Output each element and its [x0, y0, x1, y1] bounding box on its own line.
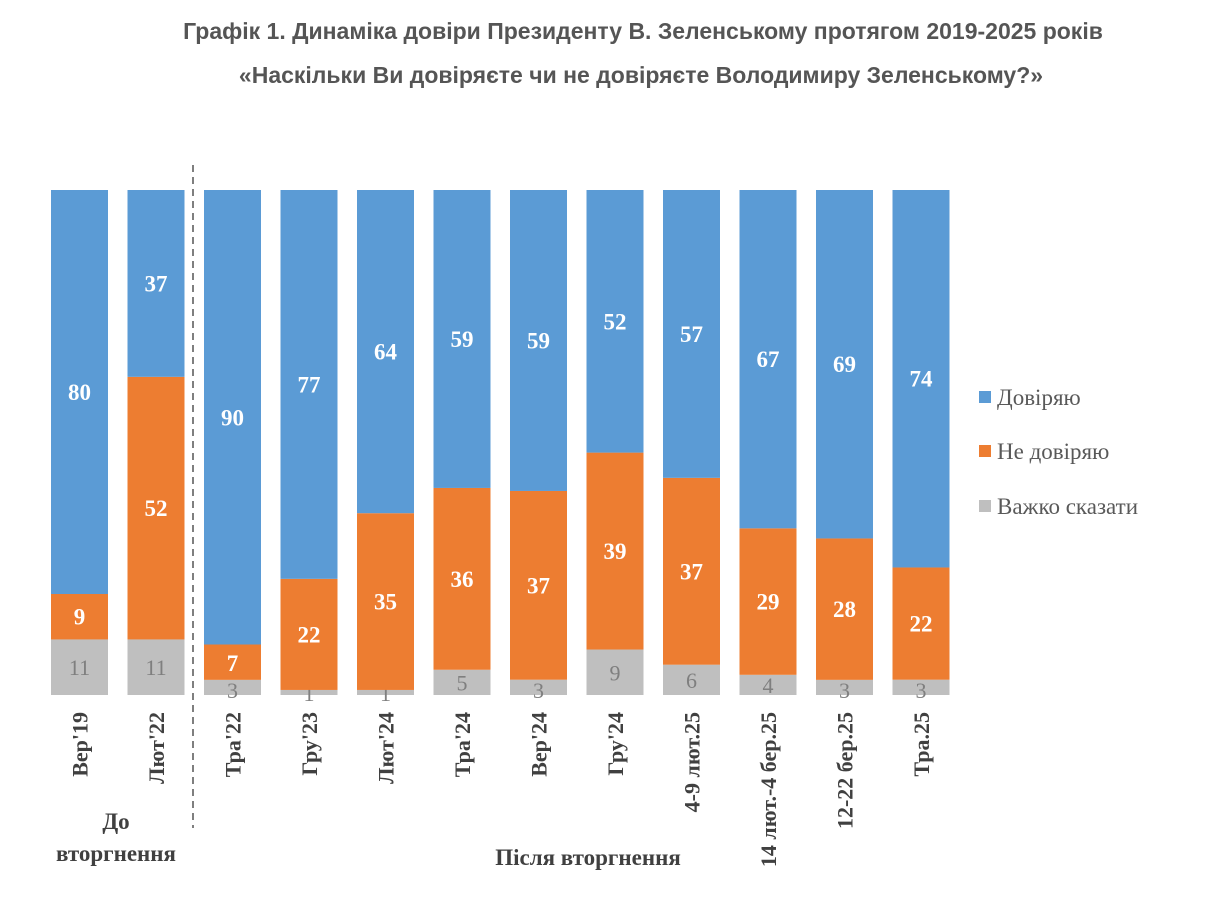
- bar-segment-trust: [51, 190, 108, 594]
- x-tick-label: Тра.25: [909, 712, 934, 777]
- data-label-hard-to-say: 5: [457, 670, 468, 695]
- bar-segment-trust: [204, 190, 261, 645]
- x-tick-label: 14 лют.-4 бер.25: [756, 712, 781, 867]
- legend-swatch-distrust: [979, 445, 991, 457]
- data-label-distrust: 39: [604, 539, 627, 564]
- bar-segment-distrust: [663, 477, 720, 665]
- data-label-hard-to-say: 3: [533, 678, 544, 703]
- data-label-trust: 59: [451, 327, 474, 352]
- bar-segment-hard-to-say: [127, 639, 185, 695]
- group-label-before-line2: вторгнення: [56, 841, 176, 866]
- legend-label-distrust: Не довіряю: [997, 439, 1109, 464]
- data-label-hard-to-say: 3: [227, 678, 238, 703]
- bar-segment-hard-to-say: [663, 664, 720, 695]
- data-label-distrust: 52: [145, 496, 168, 521]
- data-label-hard-to-say: 3: [916, 678, 927, 703]
- bar-segment-trust: [510, 190, 567, 491]
- data-label-hard-to-say: 11: [69, 655, 90, 680]
- data-label-distrust: 7: [227, 651, 239, 676]
- legend: Довіряю Не довіряю Важко сказати: [979, 385, 1138, 519]
- x-tick-label: 4-9 лют.25: [680, 712, 705, 812]
- data-label-trust: 37: [145, 271, 168, 296]
- bar-segment-hard-to-say: [280, 689, 338, 695]
- data-label-hard-to-say: 1: [380, 681, 391, 706]
- x-tick-label: Лют'22: [144, 712, 169, 784]
- data-label-trust: 80: [68, 380, 91, 405]
- data-label-distrust: 37: [680, 559, 703, 584]
- bar-segment-hard-to-say: [204, 679, 261, 695]
- bar-segment-trust: [357, 190, 414, 514]
- bar-segment-distrust: [739, 528, 797, 675]
- bar-segment-distrust: [357, 513, 414, 690]
- data-label-trust: 59: [527, 328, 550, 353]
- bar-segment-trust: [816, 190, 873, 539]
- bar-segment-hard-to-say: [816, 679, 873, 695]
- bar-segment-distrust: [204, 644, 261, 680]
- data-label-hard-to-say: 3: [839, 678, 850, 703]
- data-label-hard-to-say: 6: [686, 668, 697, 693]
- bar-segment-hard-to-say: [357, 689, 414, 695]
- bar-segment-hard-to-say: [51, 639, 108, 695]
- bar-segment-distrust: [280, 578, 338, 690]
- data-label-distrust: 22: [910, 612, 933, 637]
- bar-segment-hard-to-say: [739, 674, 797, 695]
- bar-segment-trust: [663, 190, 720, 478]
- data-label-distrust: 22: [298, 622, 321, 647]
- bar-segment-hard-to-say: [586, 649, 644, 695]
- data-label-trust: 77: [298, 372, 321, 397]
- x-tick-label: 12-22 бер.25: [833, 712, 858, 829]
- legend-swatch-trust: [979, 391, 991, 403]
- bar-segment-distrust: [586, 452, 644, 650]
- x-tick-label: Вер'19: [68, 712, 93, 777]
- x-tick-label: Тра'22: [221, 712, 246, 777]
- group-label-before-line1: До: [102, 809, 129, 834]
- x-tick-label: Лют'24: [374, 712, 399, 784]
- x-tick-label: Вер'24: [527, 712, 552, 777]
- bar-segment-trust: [127, 190, 185, 377]
- data-label-distrust: 37: [527, 573, 550, 598]
- data-label-distrust: 28: [833, 597, 856, 622]
- x-tick-label: Гру'24: [603, 712, 628, 776]
- data-label-trust: 90: [221, 405, 244, 430]
- legend-swatch-hard-to-say: [979, 500, 991, 512]
- data-label-trust: 64: [374, 340, 398, 365]
- legend-label-trust: Довіряю: [997, 385, 1081, 410]
- data-label-trust: 52: [604, 309, 627, 334]
- bar-segment-distrust: [51, 594, 108, 640]
- data-label-hard-to-say: 1: [304, 681, 315, 706]
- bar-segment-hard-to-say: [892, 679, 950, 695]
- x-tick-label: Тра'24: [450, 712, 475, 777]
- data-label-hard-to-say: 11: [145, 655, 166, 680]
- data-label-trust: 69: [833, 352, 856, 377]
- data-label-trust: 67: [757, 347, 780, 372]
- group-label-after: Після вторгнення: [495, 845, 681, 870]
- x-tick-label: Гру'23: [297, 712, 322, 776]
- data-label-distrust: 29: [757, 590, 780, 615]
- bar-segment-trust: [280, 190, 338, 579]
- chart-title: Графік 1. Динаміка довіри Президенту В. …: [183, 18, 1103, 44]
- data-label-hard-to-say: 4: [763, 673, 774, 698]
- bar-segment-distrust: [892, 567, 950, 680]
- bar-segment-trust: [892, 190, 950, 568]
- data-label-distrust: 36: [451, 567, 474, 592]
- bar-segment-distrust: [816, 538, 873, 680]
- bar-segment-trust: [433, 190, 491, 488]
- bar-segment-trust: [586, 190, 644, 453]
- legend-label-hard-to-say: Важко сказати: [997, 494, 1138, 519]
- bar-segment-distrust: [433, 487, 491, 670]
- data-label-trust: 57: [680, 322, 703, 347]
- bar-segment-distrust: [127, 376, 185, 640]
- data-label-hard-to-say: 9: [610, 660, 621, 685]
- bar-segment-distrust: [510, 490, 567, 680]
- data-label-distrust: 9: [74, 605, 86, 630]
- data-label-trust: 74: [910, 367, 934, 392]
- bar-segment-trust: [739, 190, 797, 529]
- bar-segment-hard-to-say: [433, 669, 491, 695]
- chart-subtitle: «Наскільки Ви довіряєте чи не довіряєте …: [238, 62, 1044, 88]
- bar-segment-hard-to-say: [510, 679, 567, 695]
- data-label-distrust: 35: [374, 590, 397, 615]
